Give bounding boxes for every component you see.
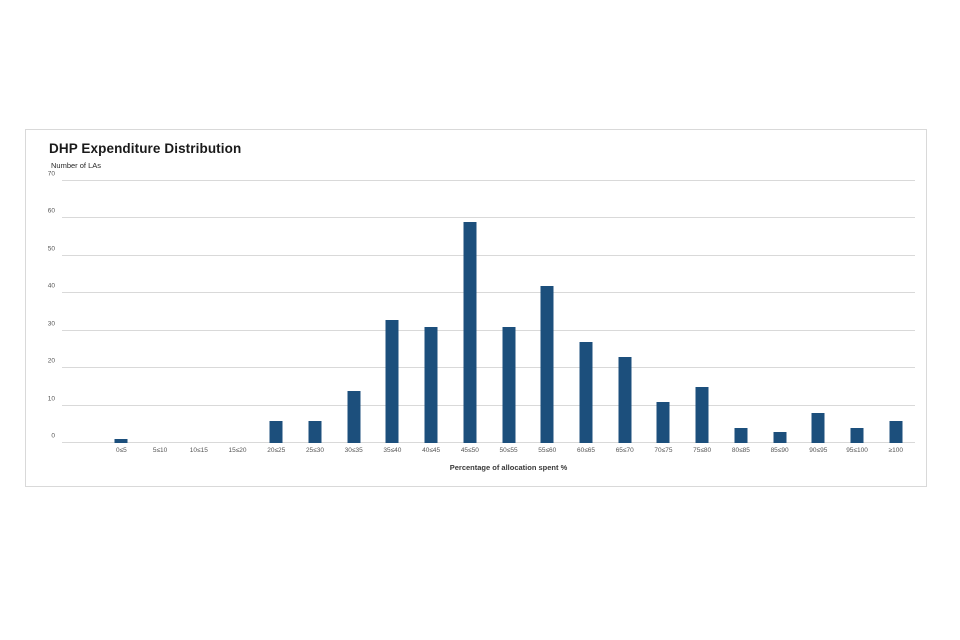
x-tick-label: 30≤35 (344, 447, 363, 454)
chart-panel: DHP Expenditure Distribution Number of L… (25, 129, 927, 487)
gridline (62, 367, 915, 369)
bar-slot (334, 181, 373, 443)
bar (579, 341, 593, 443)
bar-slot (876, 181, 915, 443)
bar-slot (218, 181, 257, 443)
y-tick-label: 40 (47, 282, 55, 290)
x-tick-label: 5≤10 (152, 447, 168, 454)
y-axis-title: Number of LAs (51, 161, 102, 170)
x-tick-label: 20≤25 (267, 447, 286, 454)
bar (463, 222, 477, 443)
bar-slot (257, 181, 296, 443)
bar-slot (102, 181, 141, 443)
gridline (62, 329, 915, 331)
x-tick-label: 10≤15 (189, 447, 208, 454)
x-tick-label: 95≤100 (846, 447, 868, 454)
x-tick-label: 0≤5 (115, 447, 127, 454)
plot-area: 0 10 20 30 40 50 60 70 (48, 171, 915, 443)
y-tick-label: 50 (47, 245, 55, 253)
bar (695, 386, 709, 443)
bar (347, 390, 361, 443)
bar-series (102, 181, 915, 443)
x-tick-label: 75≤80 (693, 447, 712, 454)
x-tick-label: 65≤70 (615, 447, 634, 454)
bar (811, 413, 825, 443)
gridline (62, 180, 915, 181)
bar (269, 420, 283, 443)
bar-slot (683, 181, 722, 443)
bar (656, 401, 670, 443)
bar-slot (838, 181, 877, 443)
bar (734, 428, 748, 443)
bar-slot (605, 181, 644, 443)
bar-slot (489, 181, 528, 443)
x-tick-label: 85≤90 (770, 447, 789, 454)
x-tick-label: 25≤30 (305, 447, 324, 454)
bar-slot (799, 181, 838, 443)
y-tick-label: 70 (47, 170, 55, 178)
y-tick-label: 20 (47, 357, 55, 365)
gridline (62, 292, 915, 294)
bar (850, 428, 864, 443)
bar-slot (296, 181, 335, 443)
x-tick-label: 35≤40 (383, 447, 402, 454)
bar-slot (567, 181, 606, 443)
bar-slot (373, 181, 412, 443)
y-tick-label: 10 (47, 395, 55, 403)
gridline (62, 404, 915, 406)
chart-title: DHP Expenditure Distribution (49, 141, 242, 156)
x-tick-label: 50≤55 (499, 447, 518, 454)
bar (114, 439, 128, 443)
x-tick-label: 15≤20 (228, 447, 247, 454)
x-tick-label: 60≤65 (576, 447, 595, 454)
x-tick-label: 90≤95 (809, 447, 828, 454)
bar-slot (528, 181, 567, 443)
bar (502, 326, 516, 443)
y-tick-label: 60 (47, 207, 55, 215)
bar-slot (760, 181, 799, 443)
bar (308, 420, 322, 443)
gridline (62, 254, 915, 256)
bar (618, 356, 632, 443)
bar-slot (644, 181, 683, 443)
bar-slot (450, 181, 489, 443)
bar (889, 420, 903, 443)
x-tick-label: ≥100 (888, 447, 903, 454)
bar (385, 319, 399, 443)
x-tick-label: 55≤60 (538, 447, 557, 454)
bar-slot (412, 181, 451, 443)
bar-slot (141, 181, 180, 443)
gridline (62, 217, 915, 219)
bar (424, 326, 438, 443)
bar (773, 431, 787, 443)
x-axis-title: Percentage of allocation spent % (449, 463, 568, 472)
gridline (62, 442, 915, 443)
bar (540, 285, 554, 443)
x-tick-label: 80≤85 (731, 447, 750, 454)
x-tick-labels: 0≤5 5≤10 10≤15 15≤20 20≤25 25≤30 30≤35 35≤40 40≤… (102, 447, 915, 454)
x-tick-label: 70≤75 (654, 447, 673, 454)
x-tick-label: 40≤45 (422, 447, 441, 454)
bar-slot (722, 181, 761, 443)
bar-slot (179, 181, 218, 443)
y-tick-label: 30 (47, 320, 55, 328)
y-tick-label: 0 (51, 432, 55, 440)
x-tick-label: 45≤50 (460, 447, 479, 454)
